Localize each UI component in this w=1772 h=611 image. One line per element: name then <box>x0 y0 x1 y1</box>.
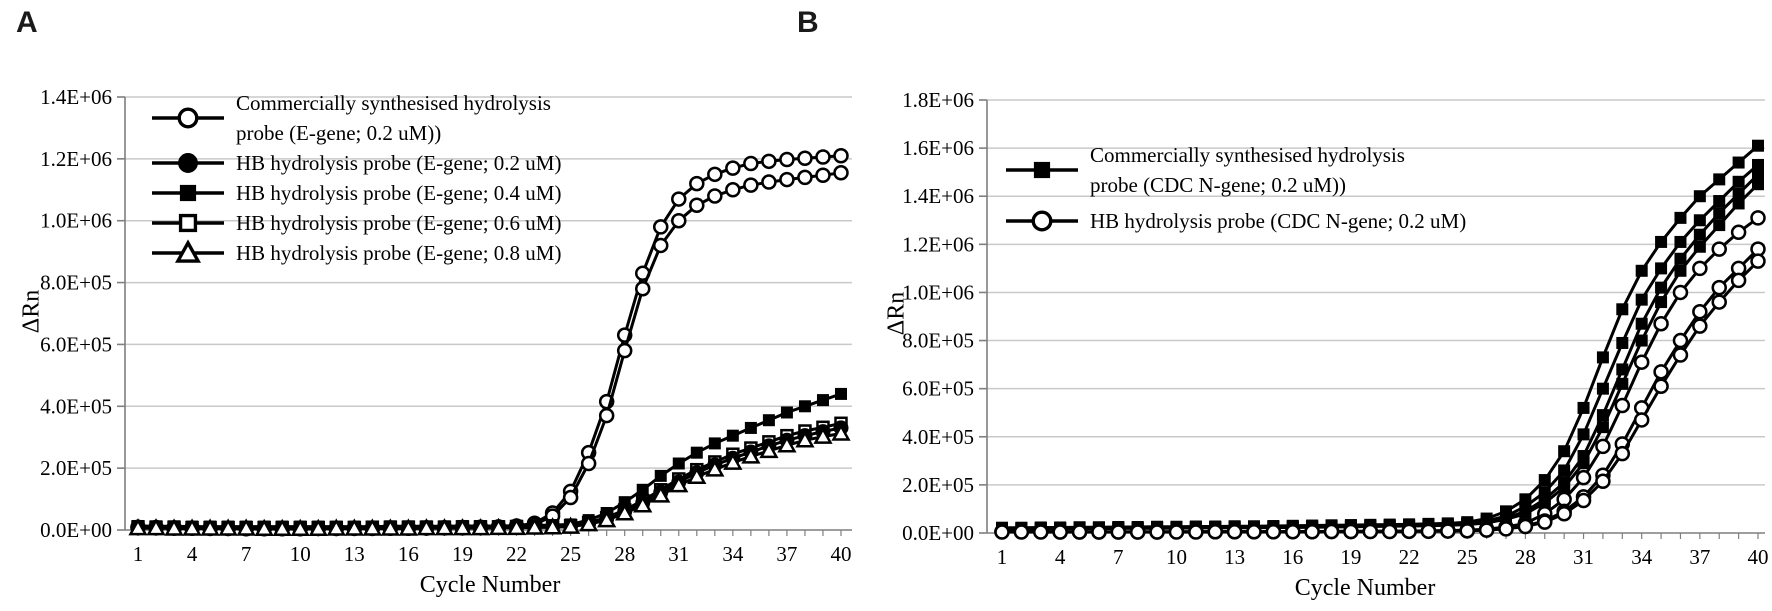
open-circle-marker-icon <box>1006 210 1078 232</box>
legend-item: HB hydrolysis probe (CDC N-gene; 0.2 uM) <box>1006 206 1466 236</box>
svg-text:8.0E+05: 8.0E+05 <box>902 329 974 353</box>
panel-b-x-axis-title: Cycle Number <box>1294 575 1436 601</box>
svg-text:1.2E+06: 1.2E+06 <box>902 232 974 256</box>
svg-text:0.0E+00: 0.0E+00 <box>902 521 974 545</box>
panel-a-label: A <box>16 6 38 39</box>
svg-text:28: 28 <box>1515 545 1536 569</box>
svg-text:34: 34 <box>722 542 744 566</box>
svg-text:1.0E+06: 1.0E+06 <box>902 280 974 304</box>
open-circle-marker-icon <box>152 107 224 129</box>
filled-square-marker-icon <box>152 184 224 202</box>
svg-text:37: 37 <box>1689 545 1710 569</box>
legend-label: HB hydrolysis probe (E-gene; 0.6 uM) <box>236 211 562 235</box>
svg-text:37: 37 <box>776 542 797 566</box>
svg-text:8.0E+05: 8.0E+05 <box>40 271 112 295</box>
svg-text:28: 28 <box>614 542 635 566</box>
panel-b-label: B <box>797 6 819 39</box>
svg-text:25: 25 <box>560 542 581 566</box>
svg-text:4: 4 <box>187 542 198 566</box>
svg-text:1.8E+06: 1.8E+06 <box>902 88 974 112</box>
svg-text:31: 31 <box>1573 545 1594 569</box>
panel-b-y-axis-title: ΔRn <box>883 291 910 336</box>
legend-label: HB hydrolysis probe (E-gene; 0.8 uM) <box>236 241 562 265</box>
legend-item: Commercially synthesised hydrolysis prob… <box>1006 140 1466 200</box>
svg-text:34: 34 <box>1631 545 1653 569</box>
svg-text:1.4E+06: 1.4E+06 <box>902 184 974 208</box>
svg-text:22: 22 <box>1399 545 1420 569</box>
svg-text:4.0E+05: 4.0E+05 <box>40 394 112 418</box>
open-square-marker-icon <box>152 213 224 233</box>
legend-item: HB hydrolysis probe (E-gene; 0.6 uM) <box>152 208 588 238</box>
svg-text:19: 19 <box>1340 545 1361 569</box>
svg-text:1.2E+06: 1.2E+06 <box>40 147 112 171</box>
svg-text:1.0E+06: 1.0E+06 <box>40 209 112 233</box>
panel-a-y-axis-title: ΔRn <box>18 289 45 334</box>
filled-circle-marker-icon <box>152 153 224 173</box>
svg-text:6.0E+05: 6.0E+05 <box>40 332 112 356</box>
svg-text:22: 22 <box>506 542 527 566</box>
legend-label: HB hydrolysis probe (E-gene; 0.4 uM) <box>236 181 562 205</box>
legend-item: Commercially synthesised hydrolysis prob… <box>152 88 588 148</box>
svg-text:1.6E+06: 1.6E+06 <box>902 136 974 160</box>
svg-text:1: 1 <box>133 542 144 566</box>
svg-text:7: 7 <box>1113 545 1124 569</box>
svg-text:10: 10 <box>290 542 311 566</box>
svg-text:19: 19 <box>452 542 473 566</box>
svg-text:2.0E+05: 2.0E+05 <box>902 473 974 497</box>
legend-item: HB hydrolysis probe (E-gene; 0.2 uM) <box>152 148 588 178</box>
panel-b-legend: Commercially synthesised hydrolysis prob… <box>1006 140 1466 236</box>
svg-text:2.0E+05: 2.0E+05 <box>40 456 112 480</box>
svg-text:40: 40 <box>1748 545 1769 569</box>
legend-label: Commercially synthesised hydrolysis prob… <box>236 91 551 145</box>
legend-item: HB hydrolysis probe (E-gene; 0.4 uM) <box>152 178 588 208</box>
svg-text:16: 16 <box>398 542 419 566</box>
legend-label: HB hydrolysis probe (E-gene; 0.2 uM) <box>236 151 562 175</box>
svg-text:1.4E+06: 1.4E+06 <box>40 85 112 109</box>
svg-text:7: 7 <box>241 542 252 566</box>
svg-text:13: 13 <box>344 542 365 566</box>
panel-a-x-axis-title: Cycle Number <box>419 572 561 598</box>
svg-text:6.0E+05: 6.0E+05 <box>902 377 974 401</box>
svg-text:13: 13 <box>1224 545 1245 569</box>
open-triangle-marker-icon <box>152 239 224 263</box>
svg-text:16: 16 <box>1282 545 1303 569</box>
svg-text:40: 40 <box>831 542 852 566</box>
svg-text:31: 31 <box>668 542 689 566</box>
legend-item: HB hydrolysis probe (E-gene; 0.8 uM) <box>152 238 588 268</box>
svg-text:4.0E+05: 4.0E+05 <box>902 425 974 449</box>
svg-text:0.0E+00: 0.0E+00 <box>40 518 112 542</box>
svg-text:25: 25 <box>1457 545 1478 569</box>
svg-text:1: 1 <box>997 545 1008 569</box>
legend-label: Commercially synthesised hydrolysis prob… <box>1090 143 1405 197</box>
filled-square-marker-icon <box>1006 161 1078 179</box>
svg-text:10: 10 <box>1166 545 1187 569</box>
svg-text:4: 4 <box>1055 545 1066 569</box>
panel-a-legend: Commercially synthesised hydrolysis prob… <box>152 88 588 268</box>
legend-label: HB hydrolysis probe (CDC N-gene; 0.2 uM) <box>1090 209 1467 233</box>
